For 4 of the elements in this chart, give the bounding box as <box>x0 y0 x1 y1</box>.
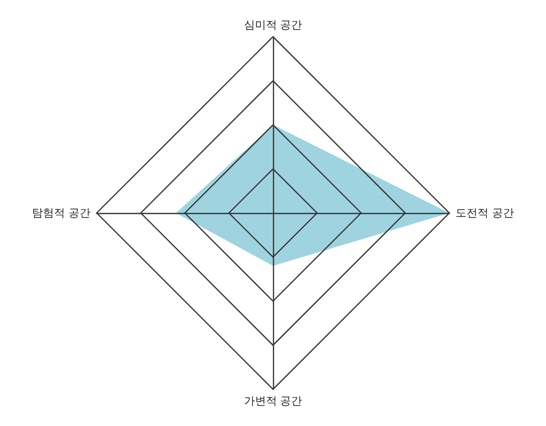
spoke-label: 탐험적 공간 <box>32 206 91 220</box>
spoke-label: 가변적 공간 <box>244 394 302 408</box>
spoke-label: 심미적 공간 <box>244 18 302 32</box>
spoke-label: 도전적 공간 <box>455 206 514 220</box>
